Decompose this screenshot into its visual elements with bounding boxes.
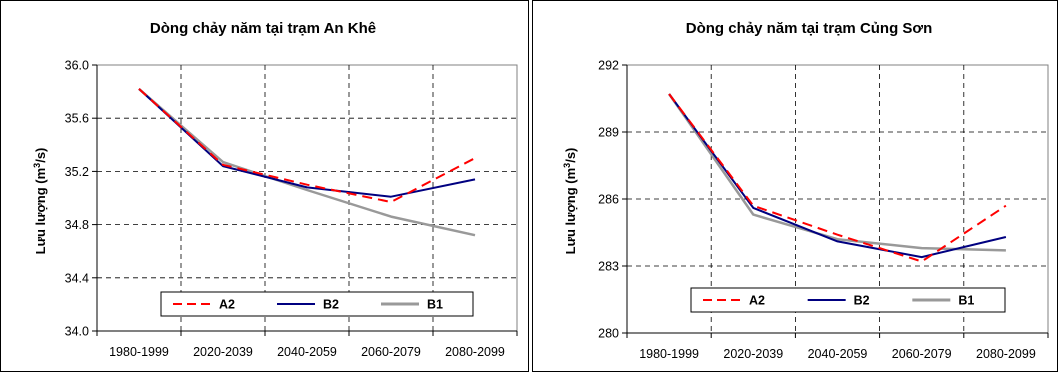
plot-area <box>96 64 518 332</box>
x-tick-label: 2060-2079 <box>892 347 952 361</box>
legend-box <box>160 291 474 317</box>
chart-panel-cung-son: Dòng chảy năm tại trạm Củng Sơn 280 283 286… <box>532 0 1058 372</box>
x-tick-label: 2040-2059 <box>277 345 337 359</box>
y-tick-label: 289 <box>598 126 619 140</box>
x-tick-label: 1980-1999 <box>639 347 699 361</box>
x-tick-label: 2080-2099 <box>445 345 505 359</box>
y-tick-label: 34.8 <box>65 218 89 232</box>
y-axis-label: Lưu lượng (m3/s) <box>562 148 578 255</box>
y-axis-label: Lưu lượng (m3/s) <box>32 148 48 255</box>
x-tick-label: 2020-2039 <box>723 347 783 361</box>
x-tick-label: 1980-1999 <box>109 345 169 359</box>
x-tick-label: 2060-2079 <box>361 345 421 359</box>
x-tick-label: 2040-2059 <box>808 347 868 361</box>
y-tick-label: 35.2 <box>65 165 89 179</box>
legend-label-b2: B2 <box>854 294 870 308</box>
y-tick-label: 34.4 <box>65 271 89 285</box>
y-tick-label: 36.0 <box>65 59 89 73</box>
chart-cung-son: Dòng chảy năm tại trạm Củng Sơn 280 283 286… <box>562 20 1049 361</box>
legend-label-a2: A2 <box>749 294 765 308</box>
x-tick-label: 2020-2039 <box>193 345 253 359</box>
y-tick-label: 35.6 <box>65 112 89 126</box>
legend-label-b2: B2 <box>323 298 339 312</box>
chart-title: Dòng chảy năm tại trạm An Khê <box>150 20 376 37</box>
chart-panel-an-khe: Dòng chảy năm tại trạm An Khê 34.0 34.4 34.… <box>0 0 529 372</box>
y-tick-label: 280 <box>598 327 619 341</box>
y-tick-label: 283 <box>598 260 619 274</box>
y-tick-label: 286 <box>598 193 619 207</box>
y-tick-label: 34.0 <box>65 325 89 339</box>
legend-label-b1: B1 <box>958 294 974 308</box>
y-tick-label: 292 <box>598 59 619 73</box>
chart-an-khe: Dòng chảy năm tại trạm An Khê 34.0 34.4 34.… <box>32 20 518 359</box>
chart-title: Dòng chảy năm tại trạm Củng Sơn <box>686 20 933 37</box>
legend-label-b1: B1 <box>427 298 443 312</box>
legend-box <box>690 287 1006 313</box>
legend-label-a2: A2 <box>219 298 235 312</box>
x-tick-label: 2080-2099 <box>976 347 1036 361</box>
